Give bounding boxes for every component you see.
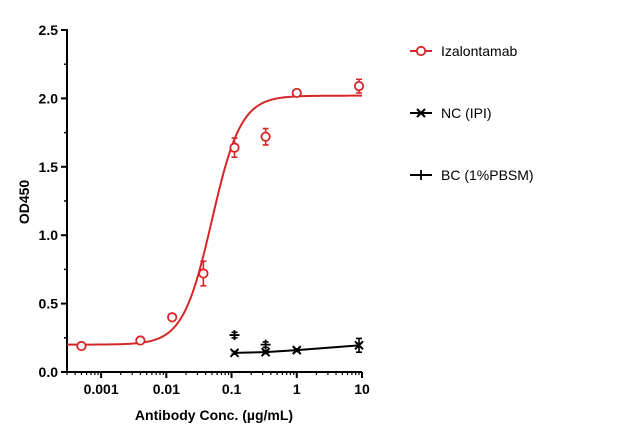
legend-item: BC (1%PBSM): [410, 167, 534, 183]
legend: Izalontamab NC (IPI) BC (1%PBSM): [410, 43, 534, 183]
legend-marker: [416, 170, 426, 180]
data-point: [353, 80, 365, 92]
series-line: [234, 344, 360, 354]
plot-area: [67, 78, 365, 358]
data-point: [229, 142, 240, 153]
fit-curve: [67, 94, 362, 346]
y-tick-label: 1.0: [39, 227, 59, 243]
x-tick-label: 0.1: [222, 381, 242, 397]
y-axis-title: OD450: [16, 180, 32, 225]
data-point: [229, 330, 240, 341]
legend-item: NC (IPI): [410, 105, 492, 121]
data-point: [292, 345, 302, 355]
series-1: [229, 337, 364, 358]
x-tick-label: 1: [293, 381, 301, 397]
legend-marker: [415, 45, 427, 57]
y-tick-label: 2.0: [39, 90, 59, 106]
data-point: [229, 348, 240, 358]
y-tick-label: 1.5: [39, 159, 59, 175]
x-axis-title: Antibody Conc. (µg/mL): [135, 407, 293, 423]
data-point: [167, 312, 178, 323]
data-point: [260, 131, 271, 142]
y-tick-label: 0.5: [39, 296, 59, 312]
y-tick-label: 2.5: [39, 22, 59, 38]
legend-marker: [416, 108, 426, 118]
series-0: [67, 78, 365, 352]
data-point: [76, 340, 87, 352]
data-point: [354, 340, 364, 351]
x-ticks: 0.001 0.01 0.1 1 10: [66, 372, 370, 397]
legend-item: Izalontamab: [410, 43, 517, 59]
x-tick-label: 0.001: [84, 381, 119, 397]
data-point: [135, 335, 146, 346]
x-tick-label: 10: [354, 381, 370, 397]
y-tick-label: 0.0: [39, 364, 59, 380]
data-point: [260, 339, 271, 350]
series-2: [229, 330, 271, 350]
axes: [66, 29, 362, 373]
x-tick-label: 0.01: [153, 381, 180, 397]
data-point: [291, 87, 302, 99]
data-point: [260, 347, 271, 357]
legend-label: BC (1%PBSM): [441, 167, 534, 183]
data-point: [198, 268, 209, 279]
y-ticks: 0.0 0.5 1.0 1.5 2.0 2.5: [39, 22, 67, 380]
legend-label: NC (IPI): [441, 105, 492, 121]
legend-label: Izalontamab: [441, 43, 517, 59]
